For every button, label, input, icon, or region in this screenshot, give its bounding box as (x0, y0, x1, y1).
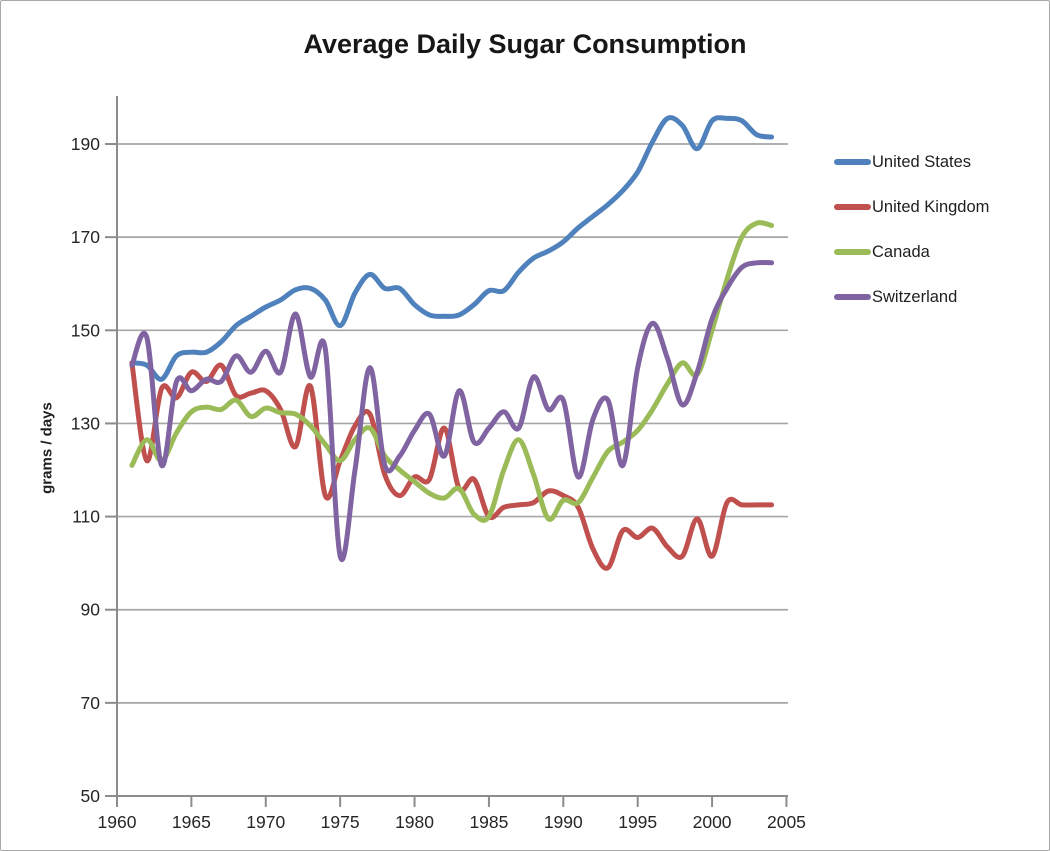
series-line-canada (129, 220, 775, 523)
series-line-united-kingdom (129, 360, 775, 571)
legend-label: Switzerland (872, 288, 958, 306)
x-tick-label-1980: 1980 (395, 812, 434, 832)
y-tick-label-90: 90 (81, 600, 101, 620)
y-tick-label-150: 150 (71, 320, 100, 340)
series-line-united-states (129, 115, 775, 382)
x-tick-label-1975: 1975 (321, 812, 360, 832)
legend-swatch-icon (834, 294, 871, 300)
y-tick-label-50: 50 (81, 786, 101, 806)
x-tick-label-1995: 1995 (618, 812, 657, 832)
legend-swatch-icon (834, 204, 871, 210)
y-tick-label-130: 130 (71, 413, 100, 433)
y-tick-label-70: 70 (81, 693, 101, 713)
legend-swatch-icon (834, 159, 871, 165)
legend-label: United Kingdom (872, 198, 990, 216)
legend-item-canada: Canada (834, 242, 930, 262)
legend-swatch-icon (834, 249, 871, 255)
x-tick-label-1985: 1985 (469, 812, 508, 832)
y-tick-label-110: 110 (72, 507, 100, 527)
x-tick-label-1960: 1960 (98, 812, 137, 832)
legend-label: United States (872, 153, 972, 171)
y-tick-label-190: 190 (71, 134, 100, 154)
legend-label: Canada (872, 243, 930, 261)
legend-item-switzerland: Switzerland (834, 287, 957, 307)
x-tick-label-1965: 1965 (172, 812, 211, 832)
y-tick-label-170: 170 (71, 227, 100, 247)
chart-title: Average Daily Sugar Consumption (303, 29, 747, 59)
x-tick-label-2000: 2000 (693, 812, 732, 832)
series-line-switzerland (129, 259, 775, 562)
x-tick-label-1990: 1990 (544, 812, 583, 832)
x-tick-label-2005: 2005 (767, 812, 806, 832)
legend-item-united-states: United States (834, 152, 971, 172)
x-tick-label-1970: 1970 (246, 812, 285, 832)
legend-item-united-kingdom: United Kingdom (834, 197, 989, 217)
